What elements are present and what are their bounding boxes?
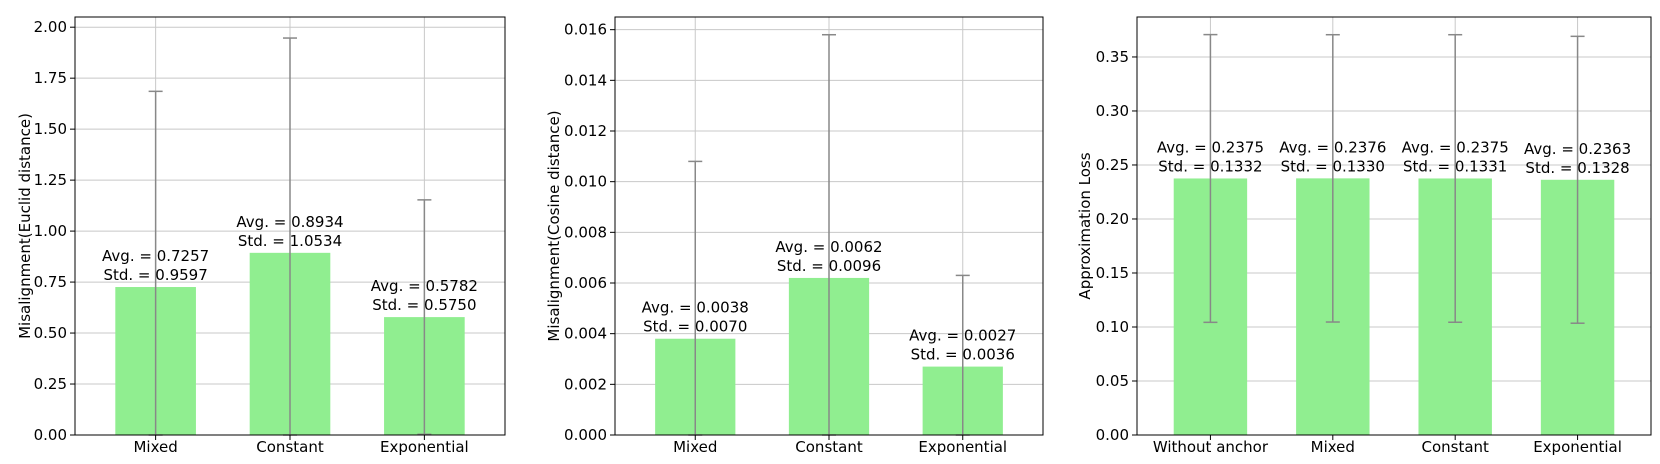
ytick-label: 1.00	[34, 222, 67, 240]
ytick-label: 0.25	[34, 375, 67, 393]
y-axis-label: Approximation Loss	[1076, 152, 1094, 299]
annotation-avg: Avg. = 0.2375	[1402, 138, 1509, 156]
y-axis-label: Misalignment(Cosine distance)	[545, 110, 563, 341]
annotation-avg: Avg. = 0.0038	[642, 299, 749, 317]
ytick-label: 0.014	[564, 71, 607, 89]
y-axis-label: Misalignment(Euclid distance)	[16, 113, 34, 339]
ytick-label: 0.000	[564, 426, 607, 444]
ytick-label: 0.10	[1096, 318, 1129, 336]
annotation-std: Std. = 0.1330	[1281, 157, 1385, 175]
xtick-label: Exponential	[918, 438, 1007, 456]
annotation-std: Std. = 0.9597	[103, 266, 207, 284]
annotation-std: Std. = 0.1328	[1525, 159, 1629, 177]
plot-frame	[614, 16, 1044, 436]
xtick-label: Without anchor	[1153, 438, 1269, 456]
ytick-label: 0.00	[34, 426, 67, 444]
ytick-label: 1.75	[34, 69, 67, 87]
annotation-std: Std. = 0.0096	[777, 257, 881, 275]
ytick-label: 0.010	[564, 173, 607, 191]
ytick-label: 0.002	[564, 375, 607, 393]
annotation-std: Std. = 0.0070	[643, 318, 747, 336]
ytick-label: 0.05	[1096, 372, 1129, 390]
annotation-avg: Avg. = 0.0027	[909, 327, 1016, 345]
annotation-avg: Avg. = 0.2363	[1524, 140, 1631, 158]
ytick-label: 0.35	[1096, 48, 1129, 66]
annotation-std: Std. = 0.0036	[911, 346, 1015, 364]
xtick-label: Mixed	[673, 438, 717, 456]
plot-frame	[1136, 16, 1652, 436]
xtick-label: Constant	[256, 438, 324, 456]
annotation-std: Std. = 0.1332	[1158, 157, 1262, 175]
annotation-std: Std. = 0.1331	[1403, 157, 1507, 175]
ytick-label: 0.006	[564, 274, 607, 292]
annotation-avg: Avg. = 0.8934	[236, 213, 343, 231]
annotation-avg: Avg. = 0.0062	[775, 238, 882, 256]
ytick-label: 0.008	[564, 223, 607, 241]
ytick-label: 0.25	[1096, 156, 1129, 174]
ytick-label: 2.00	[34, 18, 67, 36]
ytick-label: 0.75	[34, 273, 67, 291]
ytick-label: 0.012	[564, 122, 607, 140]
ytick-label: 0.20	[1096, 210, 1129, 228]
plot-frame	[74, 16, 506, 436]
ytick-label: 1.50	[34, 120, 67, 138]
xtick-label: Exponential	[380, 438, 469, 456]
annotation-avg: Avg. = 0.2376	[1279, 138, 1386, 156]
ytick-label: 1.25	[34, 171, 67, 189]
xtick-label: Constant	[795, 438, 863, 456]
xtick-label: Exponential	[1533, 438, 1622, 456]
annotation-avg: Avg. = 0.2375	[1157, 138, 1264, 156]
annotation-std: Std. = 0.5750	[372, 296, 476, 314]
ytick-label: 0.016	[564, 21, 607, 39]
ytick-label: 0.004	[564, 325, 607, 343]
ytick-label: 0.00	[1096, 426, 1129, 444]
xtick-label: Mixed	[1311, 438, 1355, 456]
ytick-label: 0.30	[1096, 102, 1129, 120]
annotation-avg: Avg. = 0.7257	[102, 247, 209, 265]
xtick-label: Mixed	[133, 438, 177, 456]
annotation-std: Std. = 1.0534	[238, 232, 342, 250]
ytick-label: 0.50	[34, 324, 67, 342]
annotation-avg: Avg. = 0.5782	[371, 277, 478, 295]
ytick-label: 0.15	[1096, 264, 1129, 282]
xtick-label: Constant	[1421, 438, 1489, 456]
